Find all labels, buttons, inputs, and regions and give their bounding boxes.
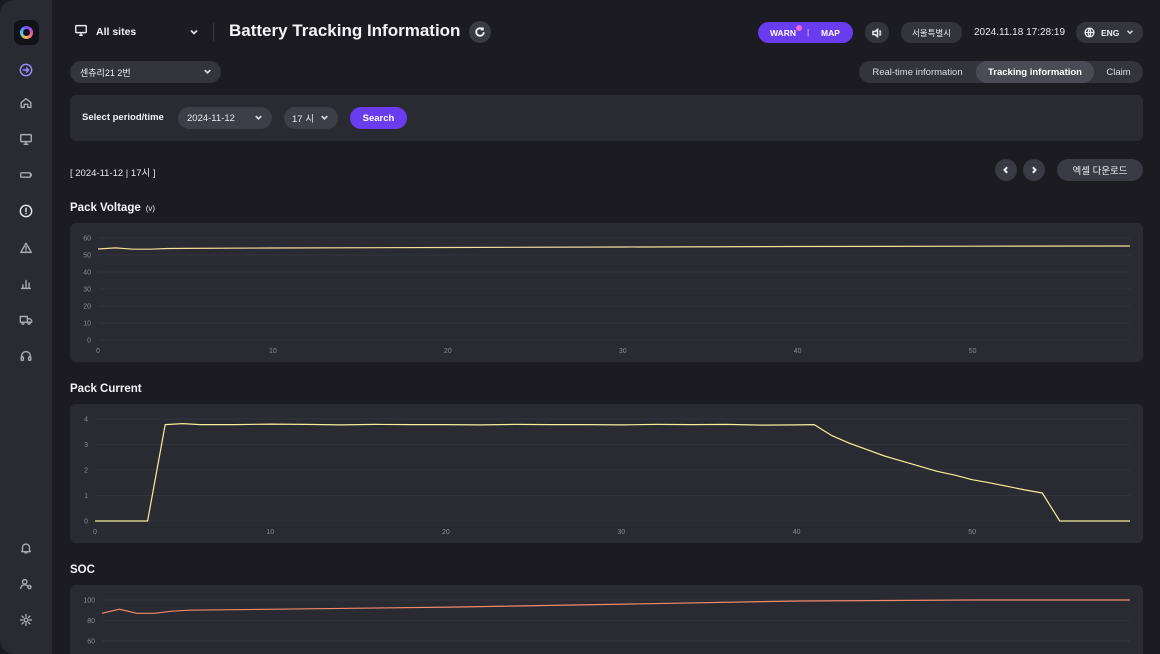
headset-icon[interactable] (17, 347, 35, 365)
selected-range-label: [ 2024-11-12 | 17시 ] (70, 168, 156, 179)
y-tick-label: 60 (87, 638, 95, 645)
y-tick-label: 3 (84, 442, 88, 449)
x-tick-label: 20 (442, 529, 450, 536)
period-time-label: Select period/time (82, 112, 164, 123)
x-tick-label: 20 (444, 348, 452, 355)
warn-map-toggle[interactable]: WARN | MAP (758, 22, 853, 43)
chart-unit: (v) (145, 204, 156, 213)
chevron-down-icon (319, 112, 330, 126)
view-tabs: Real-time information Tracking informati… (859, 61, 1143, 83)
x-tick-label: 50 (969, 348, 977, 355)
chart-title-text: SOC (70, 564, 95, 576)
header-divider (213, 23, 214, 41)
map-button[interactable]: MAP (821, 28, 840, 38)
y-tick-label: 10 (83, 321, 91, 328)
current-datetime: 2024.11.18 17:28:19 (974, 27, 1066, 38)
series-line (101, 599, 1130, 614)
tab-claim[interactable]: Claim (1106, 66, 1131, 78)
y-tick-label: 0 (84, 519, 88, 526)
speaker-icon (872, 27, 882, 38)
region-button[interactable]: 서울특별시 (901, 22, 962, 43)
x-tick-label: 40 (793, 529, 801, 536)
globe-icon (1084, 27, 1095, 38)
chevron-down-icon (188, 25, 200, 43)
truck-icon[interactable] (17, 311, 35, 329)
tab-tracking-information[interactable]: Tracking information (976, 61, 1094, 83)
date-select-value: 2024-11-12 (187, 112, 235, 124)
y-tick-label: 50 (83, 253, 91, 260)
app-logo[interactable] (14, 20, 39, 45)
y-tick-label: 40 (83, 270, 91, 277)
pack-current-chart: 0 1 2 3 4 0 10 20 30 40 50 (70, 404, 1143, 543)
device-selector-value: 센츄리21 2번 (80, 67, 131, 78)
bell-icon[interactable] (17, 539, 35, 557)
language-selector[interactable]: ENG (1076, 22, 1143, 43)
speaker-button[interactable] (865, 22, 889, 43)
y-tick-label: 100 (83, 598, 95, 605)
site-selector-label: All sites (96, 26, 137, 38)
y-tick-label: 60 (83, 236, 91, 243)
warn-map-separator: | (807, 27, 810, 37)
chevron-right-icon (1032, 166, 1037, 174)
pack-voltage-chart: 0 10 20 30 40 50 60 0 10 20 30 40 50 (70, 223, 1143, 362)
chevron-down-icon (253, 112, 264, 126)
x-tick-label: 50 (968, 529, 976, 536)
x-tick-label: 40 (794, 348, 802, 355)
arrow-right-icon[interactable] (17, 61, 35, 79)
pack-voltage-title: Pack Voltage (v) (70, 202, 155, 214)
gear-icon[interactable] (17, 611, 35, 629)
monitor-icon[interactable] (17, 130, 35, 148)
sidebar (0, 0, 52, 654)
chevron-down-icon (1125, 27, 1135, 39)
user-settings-icon[interactable] (17, 575, 35, 593)
warning-triangle-icon[interactable] (17, 239, 35, 257)
site-selector[interactable]: All sites (74, 21, 200, 43)
series-line (95, 423, 1130, 522)
x-tick-label: 10 (269, 348, 277, 355)
notification-dot (796, 25, 802, 31)
alert-circle-icon[interactable] (17, 202, 35, 220)
bar-chart-icon[interactable] (17, 275, 35, 293)
soc-title: SOC (70, 564, 95, 576)
monitor-icon (74, 23, 88, 42)
refresh-button[interactable] (469, 21, 491, 43)
language-label: ENG (1101, 27, 1120, 38)
chart-title-text: Pack Voltage (70, 202, 141, 214)
battery-icon[interactable] (17, 166, 35, 184)
y-tick-label: 2 (84, 468, 88, 475)
excel-download-button[interactable]: 엑셀 다운로드 (1057, 159, 1143, 181)
chart-title-text: Pack Current (70, 383, 142, 395)
x-tick-label: 0 (93, 529, 97, 536)
chevron-down-icon (202, 66, 213, 79)
search-button[interactable]: Search (350, 107, 407, 129)
x-tick-label: 0 (96, 348, 100, 355)
y-tick-label: 0 (87, 338, 91, 345)
page-title: Battery Tracking Information (229, 21, 461, 40)
device-selector[interactable]: 센츄리21 2번 (70, 61, 221, 83)
y-tick-label: 80 (87, 618, 95, 625)
soc-chart: 60 80 100 (70, 585, 1143, 654)
home-icon[interactable] (17, 94, 35, 112)
y-tick-label: 30 (83, 287, 91, 294)
tab-real-time-information[interactable]: Real-time information (872, 66, 963, 78)
y-tick-label: 20 (83, 304, 91, 311)
warn-button[interactable]: WARN (770, 28, 796, 38)
previous-button[interactable] (995, 159, 1017, 181)
x-tick-label: 30 (619, 348, 627, 355)
x-tick-label: 30 (617, 529, 625, 536)
y-tick-label: 4 (84, 417, 88, 424)
series-line (97, 245, 1131, 250)
hour-select-value: 17 시 (292, 114, 314, 125)
next-button[interactable] (1023, 159, 1045, 181)
chevron-left-icon (1003, 166, 1008, 174)
x-tick-label: 10 (267, 529, 275, 536)
y-tick-label: 1 (84, 493, 88, 500)
date-select[interactable]: 2024-11-12 (178, 107, 272, 129)
refresh-icon (475, 27, 485, 37)
filter-panel: Select period/time 2024-11-12 17 시 Searc… (70, 95, 1143, 141)
hour-select[interactable]: 17 시 (284, 107, 338, 129)
pack-current-title: Pack Current (70, 383, 142, 395)
